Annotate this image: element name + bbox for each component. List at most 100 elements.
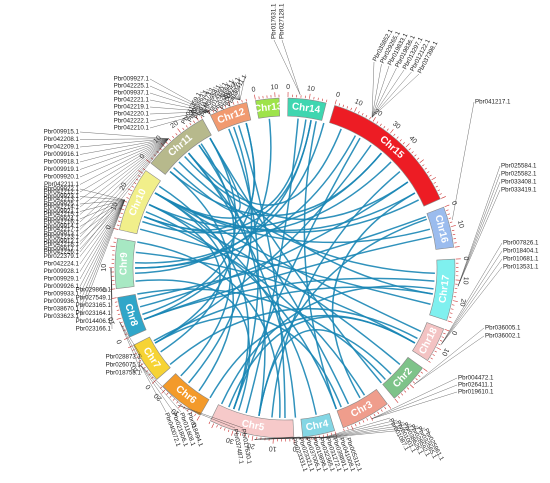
gene-leader-line <box>281 39 301 95</box>
tick-label: 0 <box>116 338 124 345</box>
gene-leader-line <box>321 425 419 439</box>
gene-leader-line <box>273 39 301 95</box>
tick-mark <box>165 141 168 144</box>
tick-mark <box>402 142 405 145</box>
tick-mark <box>449 221 453 223</box>
tick-mark <box>115 305 119 307</box>
synteny-link <box>139 228 431 306</box>
synteny-link <box>258 218 428 416</box>
gene-leader-line <box>79 199 125 317</box>
gene-label: Pbr027128.1 <box>279 3 286 39</box>
tick-label: 0 <box>145 383 153 391</box>
synteny-link <box>143 118 272 321</box>
gene-label: Pbr042226.1 <box>44 249 80 256</box>
tick-mark <box>116 317 122 320</box>
tick-label: 10 <box>130 364 140 374</box>
tick-mark <box>373 413 376 417</box>
tick-mark <box>387 404 392 409</box>
gene-leader-line <box>79 138 169 200</box>
gene-leader-line <box>371 377 458 419</box>
chromosome-band <box>426 206 455 250</box>
tick-mark <box>406 387 410 390</box>
gene-label: Pbr023166.1 <box>76 326 112 333</box>
gene-leader-line <box>321 421 405 439</box>
gene-label: Pbr027549.1 <box>76 294 112 301</box>
gene-leader-line <box>239 74 246 100</box>
gene-label: Pbr038670.1 <box>44 306 80 313</box>
tick-mark <box>239 433 242 436</box>
synteny-link <box>139 181 409 308</box>
gene-leader-line <box>371 65 390 118</box>
tick-mark <box>437 189 440 192</box>
gene-leader-line <box>414 335 485 385</box>
tick-label: 10 <box>268 444 276 452</box>
tick-label: 0 <box>292 445 296 452</box>
gene-label: Pbr042216.1 <box>44 219 80 226</box>
tick-mark <box>441 196 446 199</box>
gene-leader-line <box>177 404 244 429</box>
chromosome-label: Chr5 <box>241 418 266 433</box>
tick-label: 30 <box>391 120 402 130</box>
tick-mark <box>224 428 226 431</box>
gene-leader-line <box>79 138 169 208</box>
gene-leader-line <box>79 138 169 185</box>
synteny-links <box>134 118 435 419</box>
gene-leader-line <box>79 138 169 253</box>
tick-mark <box>220 106 223 110</box>
synteny-link <box>148 203 221 353</box>
gene-label: Pbr042225.1 <box>114 83 150 90</box>
gene-label: Pbr042210.1 <box>114 125 150 132</box>
tick-label: 10 <box>108 316 117 326</box>
tick-mark <box>414 154 417 157</box>
tick-mark <box>248 435 250 438</box>
tick-mark <box>383 126 386 129</box>
gene-leader-line <box>79 199 125 295</box>
tick-label: 10 <box>101 264 108 272</box>
gene-leader-line <box>79 199 125 220</box>
synteny-link <box>143 277 435 321</box>
gene-leader-line <box>79 199 125 310</box>
tick-label: 20 <box>153 391 164 402</box>
tick-mark <box>177 128 181 133</box>
tick-mark <box>439 193 442 195</box>
tick-mark <box>126 197 129 199</box>
chromosome-band <box>118 170 161 235</box>
gene-leader-line <box>321 419 398 439</box>
tick-mark <box>354 423 357 427</box>
synteny-link <box>134 120 312 269</box>
tick-mark <box>196 415 200 421</box>
gene-leader-line <box>149 111 209 122</box>
tick-mark <box>365 114 368 118</box>
tick-mark <box>189 122 192 126</box>
gene-leader-line <box>321 427 426 439</box>
synteny-link <box>245 118 299 414</box>
gene-leader-line <box>140 365 189 413</box>
tick-mark <box>134 352 137 355</box>
chromosome-chr8: 010 Chr8 <box>108 294 147 345</box>
tick-mark <box>354 107 357 112</box>
tick-label: 0 <box>251 86 256 94</box>
gene-leader-line <box>371 67 397 118</box>
tick-mark <box>358 421 361 425</box>
gene-label: Pbr009921.1 <box>44 208 80 215</box>
chromosome-chr17: 0 10 20 Chr17 <box>429 256 469 323</box>
gene-leader-line <box>441 242 503 345</box>
chromosome-chr2: Chr2 <box>382 356 428 404</box>
tick-mark <box>451 304 455 306</box>
synteny-link <box>198 144 433 295</box>
tick-label: 10 <box>222 92 232 101</box>
gene-leader-line <box>79 138 169 193</box>
chromosome-chr14: 0 10 Chr14 <box>286 84 328 121</box>
chromosome-label: Chr13 <box>254 101 284 115</box>
gene-label: Pbr009926.1 <box>44 283 80 290</box>
tick-mark <box>207 109 211 115</box>
gene-leader-line <box>371 63 382 118</box>
gene-label-group-left-9: Pbr029866.1Pbr027549.1Pbr023165.1Pbr0231… <box>76 267 113 333</box>
tick-mark <box>172 398 175 401</box>
gene-label: Pbr009914.1 <box>44 223 80 230</box>
